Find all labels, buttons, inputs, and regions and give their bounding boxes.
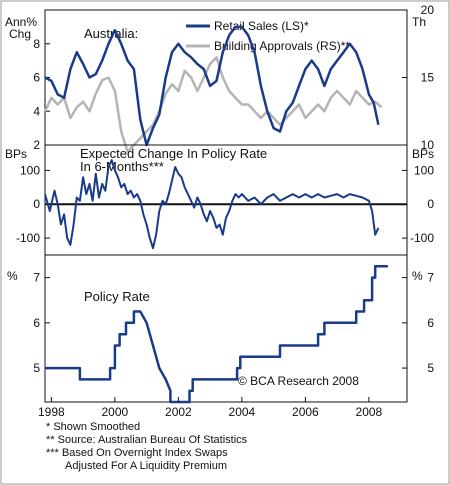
tick-label: 6: [33, 71, 40, 85]
footnote-2: ** Source: Australian Bureau Of Statisti…: [46, 434, 248, 446]
x-tick-label: 1998: [38, 405, 65, 419]
tick-label: 5: [427, 361, 434, 375]
tick-label: 5: [33, 361, 40, 375]
tick-label: 0: [427, 197, 434, 211]
footnotes: * Shown Smoothed ** Source: Australian B…: [46, 421, 248, 472]
x-tick-label: 2008: [356, 405, 383, 419]
tick-label: 100: [20, 163, 40, 177]
panel2-title-line2: In 6-Months***: [80, 159, 164, 174]
tick-label: 6: [33, 316, 40, 330]
x-axis: 1998 2000 2002 2004 2006 2008: [38, 397, 383, 419]
panel1-legend: Retail Sales (LS)* Building Approvals (R…: [183, 16, 383, 56]
panel2-title-line1: Expected Change In Policy Rate: [80, 146, 267, 161]
panel3-right-ticks: 5 6 7: [402, 271, 434, 375]
panel1-series: [43, 25, 383, 154]
tick-label: 0: [33, 197, 40, 211]
tick-label: -100: [410, 231, 434, 245]
x-tick-label: 2002: [165, 405, 192, 419]
footnote-4: Adjusted For A Liquidity Premium: [65, 460, 227, 472]
series-retail-sales: [44, 25, 380, 147]
panel3-left-unit: %: [7, 269, 18, 283]
panel2-right-unit: BPs: [412, 147, 434, 161]
tick-label: 4: [33, 104, 40, 118]
panel3-right-unit: %: [412, 269, 423, 283]
tick-label: 100: [414, 163, 434, 177]
legend-label-retail: Retail Sales (LS)*: [214, 19, 309, 33]
copyright-note: © BCA Research 2008: [238, 374, 359, 388]
tick-label: 6: [427, 316, 434, 330]
panel-retail-building: Ann% Chg Th Australia: 2 4 6 8 10 15 20 Retai…: [5, 3, 434, 154]
legend-background: [183, 16, 383, 56]
panel3-frame: [44, 254, 408, 403]
tick-label: 10: [421, 138, 435, 152]
tick-label: -100: [16, 231, 40, 245]
tick-label: 20: [421, 3, 435, 17]
panel2-left-unit: BPs: [5, 147, 27, 161]
tick-label: 8: [33, 37, 40, 51]
panel3-series: [45, 265, 388, 404]
panel2-left-ticks: -100 0 100: [16, 163, 50, 245]
tick-label: 7: [427, 271, 434, 285]
panel1-title: Australia:: [84, 26, 138, 41]
series-building-approvals: [43, 56, 383, 154]
tick-label: 15: [421, 71, 435, 85]
x-tick-label: 2000: [102, 405, 129, 419]
legend-label-building: Building Approvals (RS)**: [214, 39, 350, 53]
tick-label: 2: [33, 138, 40, 152]
x-tick-label: 2006: [292, 405, 319, 419]
x-tick-label: 2004: [229, 405, 256, 419]
tick-label: 7: [33, 271, 40, 285]
series-policy-rate: [45, 265, 388, 404]
panel1-right-ticks: 10 15 20: [402, 3, 434, 152]
panel2-series: [44, 159, 380, 250]
panel1-right-unit: Th: [412, 15, 426, 29]
panel3-title: Policy Rate: [84, 289, 150, 304]
panel-policy-rate: % % Policy Rate © BCA Research 2008 567 …: [7, 254, 434, 404]
panel1-left-unit-line1: Ann%: [5, 15, 37, 29]
series-expected-change: [44, 159, 380, 250]
footnote-3: *** Based On Overnight Index Swaps: [46, 447, 228, 459]
panel2-right-ticks: -100 0 100: [402, 163, 434, 245]
panel1-left-unit-line2: Chg: [9, 27, 31, 41]
footnote-1: * Shown Smoothed: [46, 421, 140, 433]
panel-policy-expectations: BPs BPs Expected Change In Policy Rate I…: [5, 144, 434, 256]
